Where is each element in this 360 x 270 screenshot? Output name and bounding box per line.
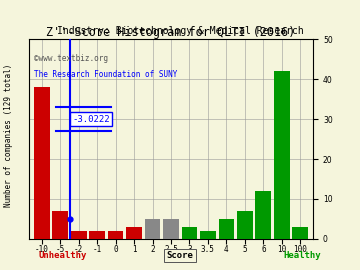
- Bar: [292, 227, 308, 239]
- Bar: [274, 71, 290, 239]
- Text: Number of companies (129 total): Number of companies (129 total): [4, 63, 14, 207]
- Text: Healthy: Healthy: [284, 251, 321, 260]
- Bar: [237, 211, 253, 239]
- Bar: [52, 211, 68, 239]
- Bar: [200, 231, 216, 239]
- Title: Z''-Score Histogram for QLTI (2016): Z''-Score Histogram for QLTI (2016): [46, 26, 296, 39]
- Bar: [163, 219, 179, 239]
- Bar: [145, 219, 161, 239]
- Bar: [71, 231, 86, 239]
- Bar: [219, 219, 234, 239]
- Text: Score: Score: [167, 251, 193, 260]
- Text: ©www.textbiz.org: ©www.textbiz.org: [34, 54, 108, 63]
- Text: Unhealthy: Unhealthy: [39, 251, 87, 260]
- Text: The Research Foundation of SUNY: The Research Foundation of SUNY: [34, 70, 177, 79]
- Text: -3.0222: -3.0222: [72, 114, 110, 124]
- Bar: [181, 227, 197, 239]
- Text: Industry: Biotechnology & Medical Research: Industry: Biotechnology & Medical Resear…: [57, 26, 303, 36]
- Bar: [34, 87, 50, 239]
- Bar: [126, 227, 142, 239]
- Bar: [89, 231, 105, 239]
- Bar: [256, 191, 271, 239]
- Bar: [108, 231, 123, 239]
